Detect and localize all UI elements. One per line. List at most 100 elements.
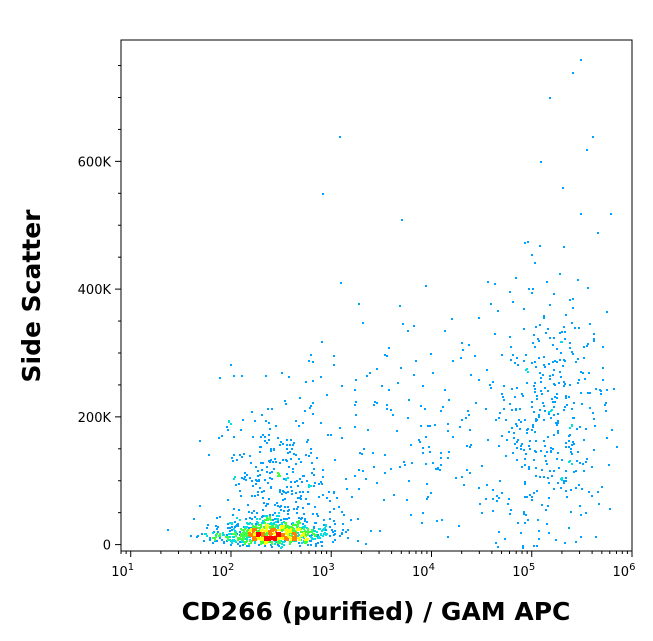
event-point	[593, 449, 595, 451]
event-point	[342, 529, 344, 531]
event-point	[544, 366, 546, 368]
event-point	[320, 534, 322, 536]
event-point	[616, 446, 618, 448]
event-point	[563, 480, 565, 482]
event-point	[279, 529, 281, 531]
event-point	[260, 526, 262, 528]
event-point	[428, 446, 430, 448]
event-point	[265, 525, 267, 527]
event-point	[341, 533, 343, 535]
event-point	[287, 452, 289, 454]
event-point	[338, 506, 340, 508]
event-point	[260, 543, 262, 545]
event-point	[514, 443, 516, 445]
event-point	[316, 531, 318, 533]
event-point	[287, 506, 289, 508]
event-point	[283, 478, 285, 480]
event-point	[288, 376, 290, 378]
event-point	[577, 382, 579, 384]
event-point	[498, 531, 500, 533]
event-point	[585, 428, 587, 430]
event-point	[543, 356, 545, 358]
event-point	[258, 480, 260, 482]
event-point	[538, 414, 540, 416]
event-point	[199, 440, 201, 442]
event-point	[571, 453, 573, 455]
event-point	[277, 542, 279, 544]
event-point	[575, 487, 577, 489]
event-point	[271, 408, 273, 410]
event-point	[300, 518, 302, 520]
event-point	[329, 526, 331, 528]
event-point	[565, 470, 567, 472]
event-point	[585, 512, 587, 514]
event-point	[297, 506, 299, 508]
event-point	[538, 530, 540, 532]
event-point	[294, 537, 296, 539]
event-point	[333, 355, 335, 357]
event-point	[227, 536, 229, 538]
event-point	[510, 359, 512, 361]
event-point	[388, 347, 390, 349]
x-tick-label: 105	[512, 562, 535, 580]
event-point	[550, 447, 552, 449]
event-point	[524, 496, 526, 498]
event-point	[288, 527, 290, 529]
event-point	[290, 486, 292, 488]
event-point	[295, 463, 297, 465]
event-point	[586, 458, 588, 460]
event-point	[308, 455, 310, 457]
event-point	[355, 401, 357, 403]
event-point	[533, 411, 535, 413]
x-tick-label: 104	[412, 562, 435, 580]
event-point	[505, 419, 507, 421]
event-point	[559, 332, 561, 334]
event-point	[570, 451, 572, 453]
event-point	[271, 541, 273, 543]
event-point	[291, 490, 293, 492]
event-point	[269, 472, 271, 474]
event-point	[262, 542, 264, 544]
event-point	[269, 428, 271, 430]
event-point	[342, 523, 344, 525]
event-point	[524, 464, 526, 466]
event-point	[430, 492, 432, 494]
event-point	[498, 497, 500, 499]
event-point	[240, 495, 242, 497]
event-point	[229, 536, 231, 538]
event-point	[286, 538, 288, 540]
event-point	[230, 533, 232, 535]
event-point	[307, 439, 309, 441]
event-point	[354, 404, 356, 406]
event-point	[279, 491, 281, 493]
event-point	[494, 283, 496, 285]
event-point	[549, 337, 551, 339]
event-point	[215, 536, 217, 538]
event-point	[304, 525, 306, 527]
event-point	[241, 375, 243, 377]
event-point	[520, 421, 522, 423]
event-point	[230, 540, 232, 542]
event-point	[311, 472, 313, 474]
event-point	[312, 513, 314, 515]
event-point	[403, 461, 405, 463]
event-point	[535, 467, 537, 469]
event-point	[254, 529, 256, 531]
event-point	[257, 475, 259, 477]
event-point	[533, 545, 535, 547]
event-point	[259, 451, 261, 453]
event-point	[321, 541, 323, 543]
event-point	[333, 364, 335, 366]
event-point	[584, 378, 586, 380]
event-point	[248, 545, 250, 547]
event-point	[235, 525, 237, 527]
event-point	[315, 534, 317, 536]
event-point	[553, 434, 555, 436]
event-point	[439, 469, 441, 471]
event-point	[559, 273, 561, 275]
event-point	[297, 485, 299, 487]
event-point	[540, 377, 542, 379]
event-point	[231, 522, 233, 524]
event-point	[402, 323, 404, 325]
event-point	[539, 324, 541, 326]
